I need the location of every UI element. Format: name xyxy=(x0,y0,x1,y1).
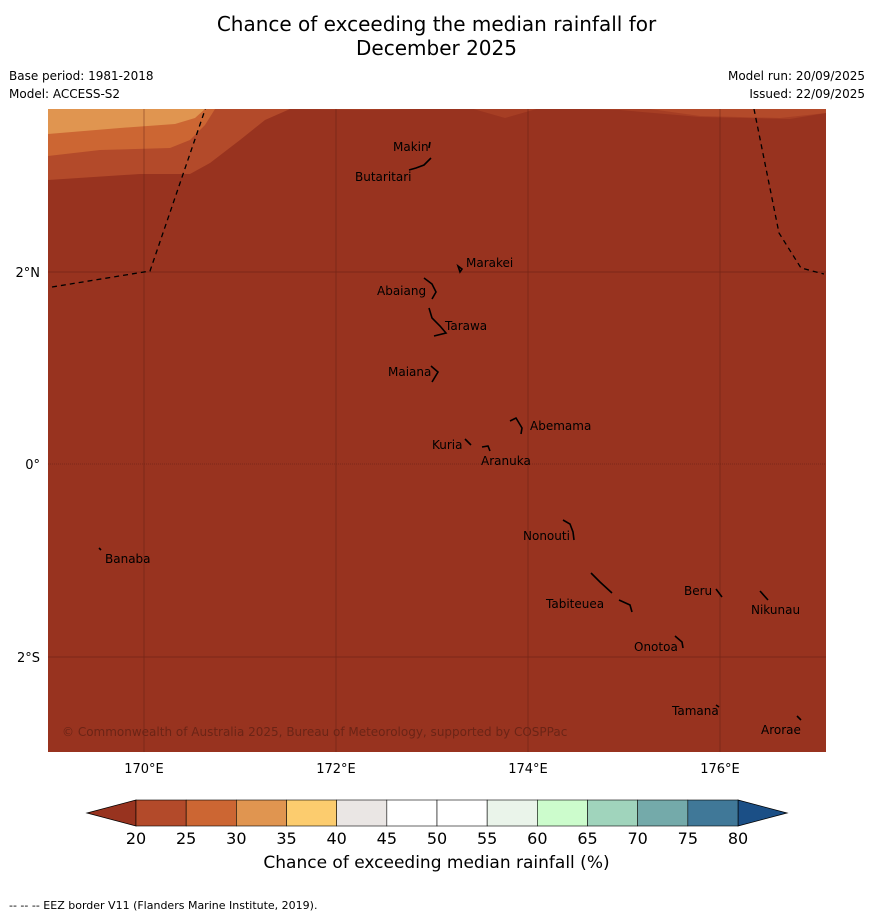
island-abaiang xyxy=(423,277,437,300)
colorbar-segment xyxy=(537,799,588,827)
colorbar: 20 25 30 35 40 45 50 55 60 65 70 75 80 xyxy=(85,799,789,848)
island-butaritari xyxy=(408,157,432,171)
map-background xyxy=(48,109,826,752)
colorbar-segment xyxy=(336,799,388,827)
lon-label-170: 170°E xyxy=(124,762,164,777)
island-abemama xyxy=(509,416,523,435)
colorbar-tick-label: 80 xyxy=(728,829,748,848)
issued-date: Issued: 22/09/2025 xyxy=(749,87,865,101)
label-tamana: Tamana xyxy=(671,704,719,718)
island-maiana xyxy=(430,365,440,383)
lon-label-174: 174°E xyxy=(508,762,548,777)
colorbar-segment xyxy=(386,799,438,827)
colorbar-label: Chance of exceeding median rainfall (%) xyxy=(263,853,610,873)
colorbar-over-arrow xyxy=(737,799,789,827)
model-run: Model run: 20/09/2025 xyxy=(727,69,865,83)
island-kuria xyxy=(464,438,472,446)
lat-label-0: 0° xyxy=(25,458,40,473)
island-outlines xyxy=(98,141,802,721)
colorbar-tick-label: 70 xyxy=(627,829,647,848)
island-makin xyxy=(428,141,431,149)
label-nonouti: Nonouti xyxy=(523,529,570,543)
label-kuria: Kuria xyxy=(432,438,463,452)
graticule xyxy=(48,109,826,752)
label-onotoa: Onotoa xyxy=(634,640,678,654)
meta-left: Base period: 1981-2018 Model: ACCESS-S2 xyxy=(9,67,154,103)
colorbar-segment xyxy=(637,799,689,827)
label-makin: Makin xyxy=(393,140,429,154)
colorbar-segment xyxy=(687,799,739,827)
colorbar-segment xyxy=(587,799,638,827)
base-period: Base period: 1981-2018 xyxy=(9,69,154,83)
lat-label-2n: 2°N xyxy=(16,266,41,281)
colorbar-tick-label: 75 xyxy=(678,829,698,848)
island-nonouti xyxy=(562,519,575,541)
eez-border xyxy=(51,109,825,288)
label-nikunau: Nikunau xyxy=(751,603,800,617)
colorbar-tick-label: 45 xyxy=(377,829,397,848)
island-onotoa xyxy=(674,635,684,649)
label-butaritari: Butaritari xyxy=(355,170,412,184)
island-beru xyxy=(715,588,723,598)
title-line-2: December 2025 xyxy=(356,36,517,60)
island-banaba xyxy=(98,547,102,551)
colorbar-segment xyxy=(486,799,538,827)
label-abemama: Abemama xyxy=(530,419,591,433)
label-tarawa: Tarawa xyxy=(444,319,487,333)
label-banaba: Banaba xyxy=(105,552,151,566)
colorbar-segment xyxy=(185,799,237,827)
label-marakei: Marakei xyxy=(466,256,513,270)
colorbar-tick-label: 40 xyxy=(326,829,346,848)
copyright-text: © Commonwealth of Australia 2025, Bureau… xyxy=(62,725,567,739)
colorbar-tick-label: 55 xyxy=(477,829,497,848)
colorbar-ticks: 20 25 30 35 40 45 50 55 60 65 70 75 80 xyxy=(126,829,748,848)
colorbar-segment xyxy=(135,799,187,827)
lon-label-176: 176°E xyxy=(700,762,740,777)
label-abaiang: Abaiang xyxy=(377,284,426,298)
island-tabiteuea xyxy=(590,572,633,613)
map-panel: Makin Butaritari Marakei Abaiang Tarawa … xyxy=(48,109,826,752)
label-maiana: Maiana xyxy=(388,365,431,379)
colorbar-under-arrow xyxy=(85,799,137,827)
colorbar-tick-label: 20 xyxy=(126,829,146,848)
colorbar-segments xyxy=(135,799,739,827)
label-tabiteuea: Tabiteuea xyxy=(545,597,604,611)
colorbar-tick-label: 65 xyxy=(577,829,597,848)
chart-title: Chance of exceeding the median rainfall … xyxy=(0,12,873,60)
contour-35 xyxy=(48,109,205,134)
colorbar-tick-label: 35 xyxy=(276,829,296,848)
colorbar-tick-label: 25 xyxy=(176,829,196,848)
island-tamana xyxy=(715,704,720,708)
title-line-1: Chance of exceeding the median rainfall … xyxy=(216,12,657,36)
lat-label-2s: 2°S xyxy=(17,651,40,666)
lon-label-172: 172°E xyxy=(316,762,356,777)
colorbar-segment xyxy=(436,799,488,827)
island-aranuka xyxy=(481,445,491,452)
colorbar-tick-label: 60 xyxy=(527,829,547,848)
meta-right: Model run: 20/09/2025 Issued: 22/09/2025 xyxy=(728,67,865,103)
label-beru: Beru xyxy=(684,584,712,598)
island-arorae xyxy=(796,715,802,721)
label-aranuka: Aranuka xyxy=(481,454,531,468)
colorbar-segment xyxy=(236,799,287,827)
island-tarawa xyxy=(428,307,448,337)
colorbar-tick-label: 50 xyxy=(427,829,447,848)
colorbar-tick-label: 30 xyxy=(226,829,246,848)
island-marakei xyxy=(456,263,464,274)
island-nikunau xyxy=(759,590,769,601)
label-arorae: Arorae xyxy=(761,723,801,737)
colorbar-segment xyxy=(286,799,337,827)
contour-top-right xyxy=(650,109,826,118)
eez-footnote: -- -- -- EEZ border V11 (Flanders Marine… xyxy=(9,899,318,912)
model-name: Model: ACCESS-S2 xyxy=(9,87,121,101)
